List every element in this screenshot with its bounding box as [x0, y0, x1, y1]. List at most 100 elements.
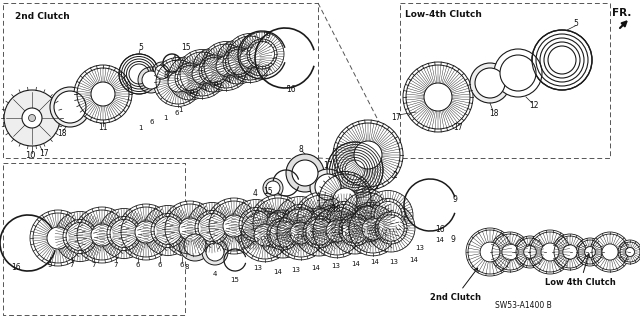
- Circle shape: [563, 245, 577, 259]
- Circle shape: [602, 244, 618, 260]
- Circle shape: [151, 213, 185, 248]
- Text: 5: 5: [139, 43, 143, 53]
- Circle shape: [311, 209, 333, 231]
- Text: 16: 16: [435, 226, 445, 234]
- Text: 8: 8: [299, 145, 303, 153]
- Circle shape: [514, 236, 546, 268]
- Circle shape: [263, 178, 283, 198]
- Circle shape: [317, 172, 374, 228]
- Text: 2nd Clutch: 2nd Clutch: [430, 268, 481, 302]
- Text: FR.: FR.: [612, 8, 632, 18]
- Text: 9: 9: [452, 196, 458, 204]
- Circle shape: [292, 160, 318, 186]
- Text: 6: 6: [175, 110, 179, 116]
- Circle shape: [286, 154, 324, 192]
- Circle shape: [175, 63, 205, 93]
- Circle shape: [315, 174, 341, 200]
- Circle shape: [552, 234, 588, 270]
- Circle shape: [55, 211, 105, 262]
- Text: 1: 1: [226, 77, 230, 83]
- Circle shape: [319, 194, 369, 243]
- Circle shape: [354, 141, 382, 169]
- Text: 14: 14: [312, 265, 321, 271]
- Text: 1: 1: [202, 85, 206, 91]
- Circle shape: [54, 91, 86, 123]
- Circle shape: [590, 232, 630, 272]
- Text: 6: 6: [157, 262, 163, 268]
- Circle shape: [223, 47, 253, 77]
- Text: Low 4th Clutch: Low 4th Clutch: [545, 254, 616, 287]
- Circle shape: [310, 169, 346, 205]
- Text: 8: 8: [164, 71, 168, 80]
- Circle shape: [199, 55, 229, 85]
- Circle shape: [480, 242, 500, 262]
- Circle shape: [275, 197, 325, 247]
- Circle shape: [618, 240, 640, 264]
- Text: 7: 7: [92, 262, 96, 268]
- Text: 14: 14: [436, 237, 444, 243]
- Circle shape: [206, 198, 262, 254]
- Circle shape: [500, 55, 536, 91]
- Circle shape: [375, 212, 407, 244]
- Circle shape: [295, 208, 343, 256]
- Text: 15: 15: [230, 277, 239, 283]
- Circle shape: [528, 230, 572, 274]
- Circle shape: [179, 229, 211, 261]
- Circle shape: [47, 227, 69, 249]
- Circle shape: [490, 232, 530, 272]
- Circle shape: [333, 188, 357, 212]
- Circle shape: [138, 67, 164, 93]
- Text: 14: 14: [351, 261, 360, 267]
- Text: 16: 16: [286, 85, 296, 94]
- Circle shape: [362, 218, 384, 240]
- Circle shape: [250, 195, 306, 251]
- Text: 4: 4: [172, 56, 177, 64]
- Circle shape: [74, 65, 132, 123]
- Circle shape: [466, 228, 514, 276]
- Circle shape: [524, 246, 536, 258]
- Text: 12: 12: [529, 100, 539, 109]
- Text: 3: 3: [339, 227, 344, 236]
- Text: 13: 13: [332, 263, 340, 269]
- Circle shape: [195, 211, 229, 244]
- Circle shape: [403, 62, 473, 132]
- Circle shape: [247, 39, 277, 69]
- Circle shape: [240, 48, 260, 68]
- Circle shape: [303, 216, 335, 248]
- Circle shape: [283, 204, 317, 239]
- Circle shape: [424, 83, 452, 111]
- Circle shape: [576, 238, 604, 266]
- Circle shape: [259, 210, 307, 258]
- Circle shape: [177, 49, 227, 99]
- Text: 8: 8: [185, 264, 189, 270]
- Text: 6: 6: [180, 262, 184, 268]
- Circle shape: [274, 206, 328, 260]
- Circle shape: [290, 222, 312, 244]
- Circle shape: [135, 221, 157, 243]
- Text: 7: 7: [114, 262, 118, 268]
- Circle shape: [184, 234, 206, 256]
- Circle shape: [50, 87, 90, 127]
- Circle shape: [91, 224, 113, 246]
- Text: 1: 1: [163, 115, 167, 121]
- Text: 7: 7: [70, 262, 74, 268]
- Circle shape: [29, 115, 35, 122]
- Text: 4: 4: [253, 189, 257, 197]
- Circle shape: [187, 203, 237, 253]
- Text: 11: 11: [99, 123, 108, 132]
- Circle shape: [625, 248, 634, 256]
- Circle shape: [168, 56, 212, 100]
- Text: 1: 1: [178, 107, 182, 113]
- Circle shape: [179, 218, 201, 240]
- Text: 17: 17: [323, 160, 333, 169]
- Circle shape: [143, 205, 193, 256]
- Circle shape: [470, 63, 510, 103]
- Circle shape: [216, 40, 260, 84]
- Circle shape: [326, 220, 348, 242]
- Circle shape: [475, 68, 505, 98]
- Circle shape: [74, 207, 130, 263]
- Circle shape: [266, 181, 280, 195]
- Circle shape: [107, 217, 141, 250]
- Circle shape: [152, 62, 172, 82]
- Circle shape: [238, 208, 292, 262]
